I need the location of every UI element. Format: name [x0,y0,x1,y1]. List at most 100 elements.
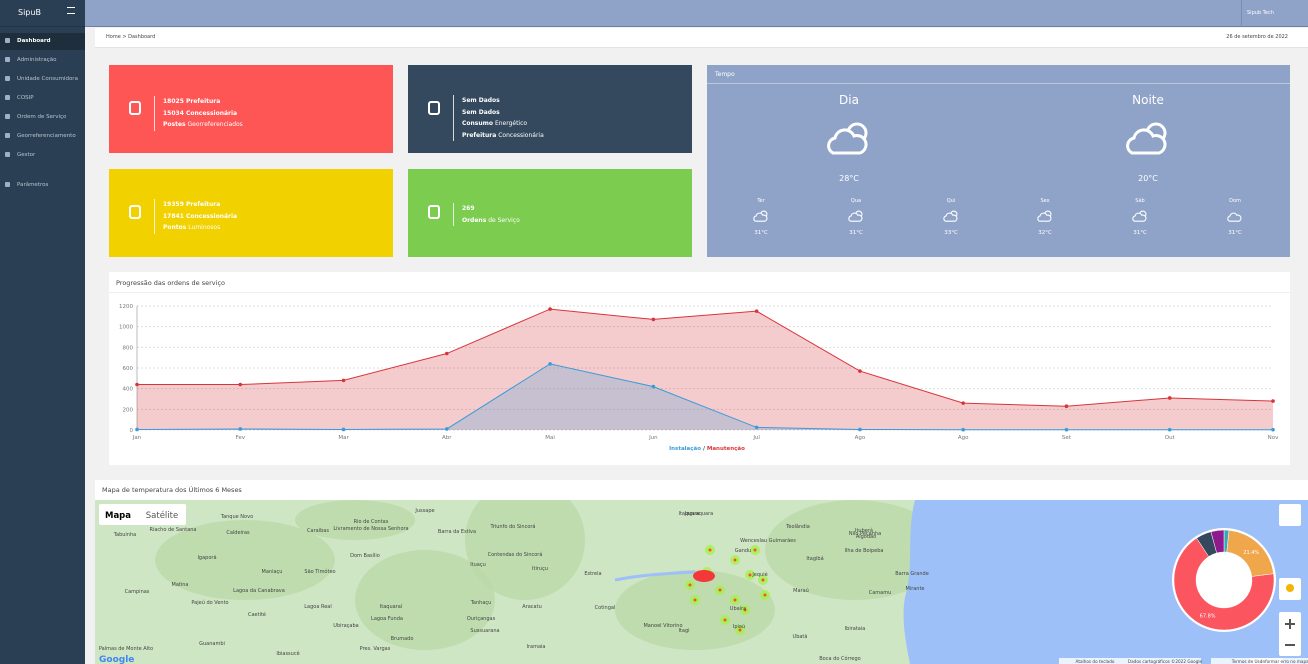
heat-core [723,618,727,622]
map-label: Livramento de Nossa Senhora [333,526,408,532]
breadcrumb: Home > Dashboard 26 de setembro de 2022 [95,28,1308,48]
stat-bold: Ordens [462,216,487,224]
map-label: Dom Basílio [350,552,380,559]
forecast-temp: 31°C [849,230,863,236]
menu-toggle[interactable] [67,7,75,14]
map-label: Itagibá [806,555,823,562]
map-label: Caraíbas [307,527,329,534]
nav-label: Georreferenciamento [17,133,76,139]
point [445,351,449,356]
nav-label: COSIP [17,95,34,101]
nav-item[interactable]: Ordem de Serviço [0,109,85,126]
zoom-control[interactable] [1279,612,1301,656]
cloud [827,128,868,155]
point [135,382,139,387]
y-tick-label: 1000 [119,325,133,331]
map-label: Maraú [793,587,809,594]
map-label: Tabuinha [113,532,136,538]
legend-entry: Instalação [669,446,701,452]
map-label: Itaquaraí [380,603,403,610]
nav-item[interactable]: COSIP [0,90,85,107]
stat-line: Consumo Energético [462,118,544,130]
map-type-button[interactable]: Satélite [146,510,178,521]
map-label: Riacho de Santana [150,527,197,533]
heat-core [761,578,765,582]
x-tick-label: Abr [442,435,452,441]
day-temp: 28°C [839,174,859,183]
x-tick-label: Ago [958,435,969,441]
point [1167,396,1172,400]
fullscreen[interactable] [1279,504,1301,526]
nav-item[interactable]: Parâmetros [0,177,85,194]
x-tick-label: Nov [1268,435,1279,441]
stat-box: Sem Dados Sem Dados Consumo Energético Pref… [408,65,692,153]
heat-core [738,628,742,632]
map-label: Itaquara [678,511,699,517]
weather-title: Tempo [715,71,735,78]
map-label: Jaguaquara [684,511,713,517]
night-label: Noite [1132,93,1164,107]
map-label: Brumado [391,636,414,642]
stat-bold: 17841 Concessionária [163,212,238,220]
nav-label: Gestor [17,152,36,158]
forecast-icon [943,210,958,222]
map-label: Caldeiras [226,530,250,536]
stat-icon [129,101,141,115]
donut-slice [1173,537,1275,631]
point [1064,404,1069,409]
point [548,362,552,366]
nav-item[interactable]: Georreferenciamento [0,128,85,145]
point [548,307,552,311]
x-tick-label: Ago [855,435,866,441]
nav-label: Dashboard [17,38,51,44]
stat-line: Ordens de Serviço [462,215,520,227]
map-label: Ouriçangas [467,616,496,622]
cloud [1132,212,1147,222]
map-label: Ibirataia [845,626,866,632]
point [651,384,656,389]
point [1271,427,1275,432]
stat-bold: Prefeitura [462,131,497,139]
map-label: Maniaçu [262,569,283,575]
heat-core [753,548,757,552]
stat-line: Postes Georreferenciados [163,119,243,131]
nav-item[interactable]: Gestor [0,147,85,164]
point [754,425,759,430]
night-temp: 20°C [1138,174,1158,183]
stat-bold: 18025 Prefeitura [163,98,221,105]
nav-icon [5,57,10,62]
map-label: Teolândia [785,523,810,530]
cloud [1227,212,1242,222]
chart-panel: Progressão das ordens de serviço 0 200 400… [109,272,1290,465]
stat-box: 269 Ordens de Serviço [408,169,692,257]
map-label: Boca do Córrego [819,655,861,662]
legend-entry: Manutenção [707,446,745,452]
user-name[interactable]: Sipub Tech [1247,10,1274,16]
nav-item[interactable]: Unidade Consumidora [0,71,85,88]
breadcrumb-text[interactable]: Home > Dashboard [106,34,156,40]
map-label: Aracatu [522,604,541,610]
nav-item[interactable]: Administração [0,52,85,69]
map-label: Ituaçu [470,562,486,568]
heat-core [743,608,747,612]
map-label: Ubiraçaba [333,623,358,629]
heat-core [708,548,712,552]
nav-item[interactable]: Dashboard [0,33,85,50]
cloud [943,212,958,222]
heat-core [718,588,722,592]
stat-sub: Georreferenciados [187,121,243,128]
nav-icon [5,38,10,43]
forecast-icon [1037,210,1052,222]
stat-bold: Sem Dados [462,97,500,104]
map-label: Mirante [905,586,924,592]
map-type-button[interactable]: Mapa [105,511,131,521]
map-label: Campinas [125,589,150,595]
map[interactable]: Jussape Tanque Novo Rio de ContasLivrament… [95,500,1308,664]
point [238,382,243,387]
stat-bold: Pontos [163,224,187,231]
map-label: Caetité [248,611,266,618]
footer-bg [1249,658,1308,664]
y-tick-label: 1200 [119,304,133,310]
nav-label: Ordem de Serviço [17,114,67,120]
stat-text: 18025 Prefeitura 15034 Concessionária Post… [154,96,243,131]
